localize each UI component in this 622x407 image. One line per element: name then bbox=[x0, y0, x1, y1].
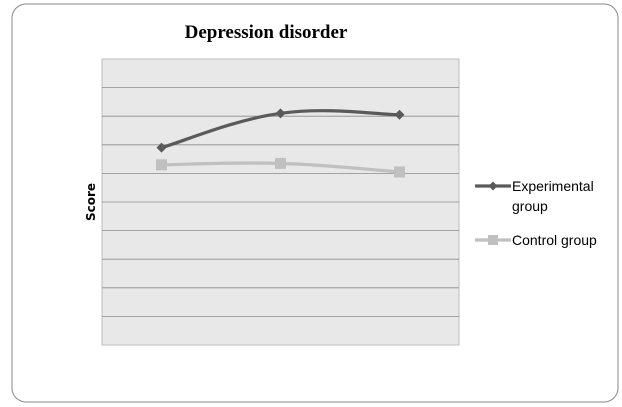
series-1 bbox=[156, 108, 405, 153]
square-marker bbox=[156, 159, 167, 171]
diamond-marker bbox=[156, 142, 167, 153]
diamond-marker bbox=[275, 108, 286, 119]
square-marker bbox=[394, 166, 405, 178]
series-layer bbox=[156, 108, 405, 178]
legend-entry: Control group bbox=[475, 232, 597, 248]
y-axis-label: Score bbox=[84, 183, 98, 221]
square-marker bbox=[275, 157, 286, 169]
diamond-marker bbox=[488, 181, 498, 191]
series-2 bbox=[156, 157, 405, 178]
legend-entry: Experimental group bbox=[475, 178, 594, 214]
diamond-marker bbox=[394, 109, 405, 120]
square-marker bbox=[488, 235, 498, 245]
legend-label: Experimental bbox=[512, 178, 594, 194]
legend-label: group bbox=[512, 198, 548, 214]
legend-label: Control group bbox=[512, 232, 597, 248]
legend: Experimental group Control group bbox=[475, 178, 597, 248]
chart-title: Depression disorder bbox=[185, 22, 348, 43]
